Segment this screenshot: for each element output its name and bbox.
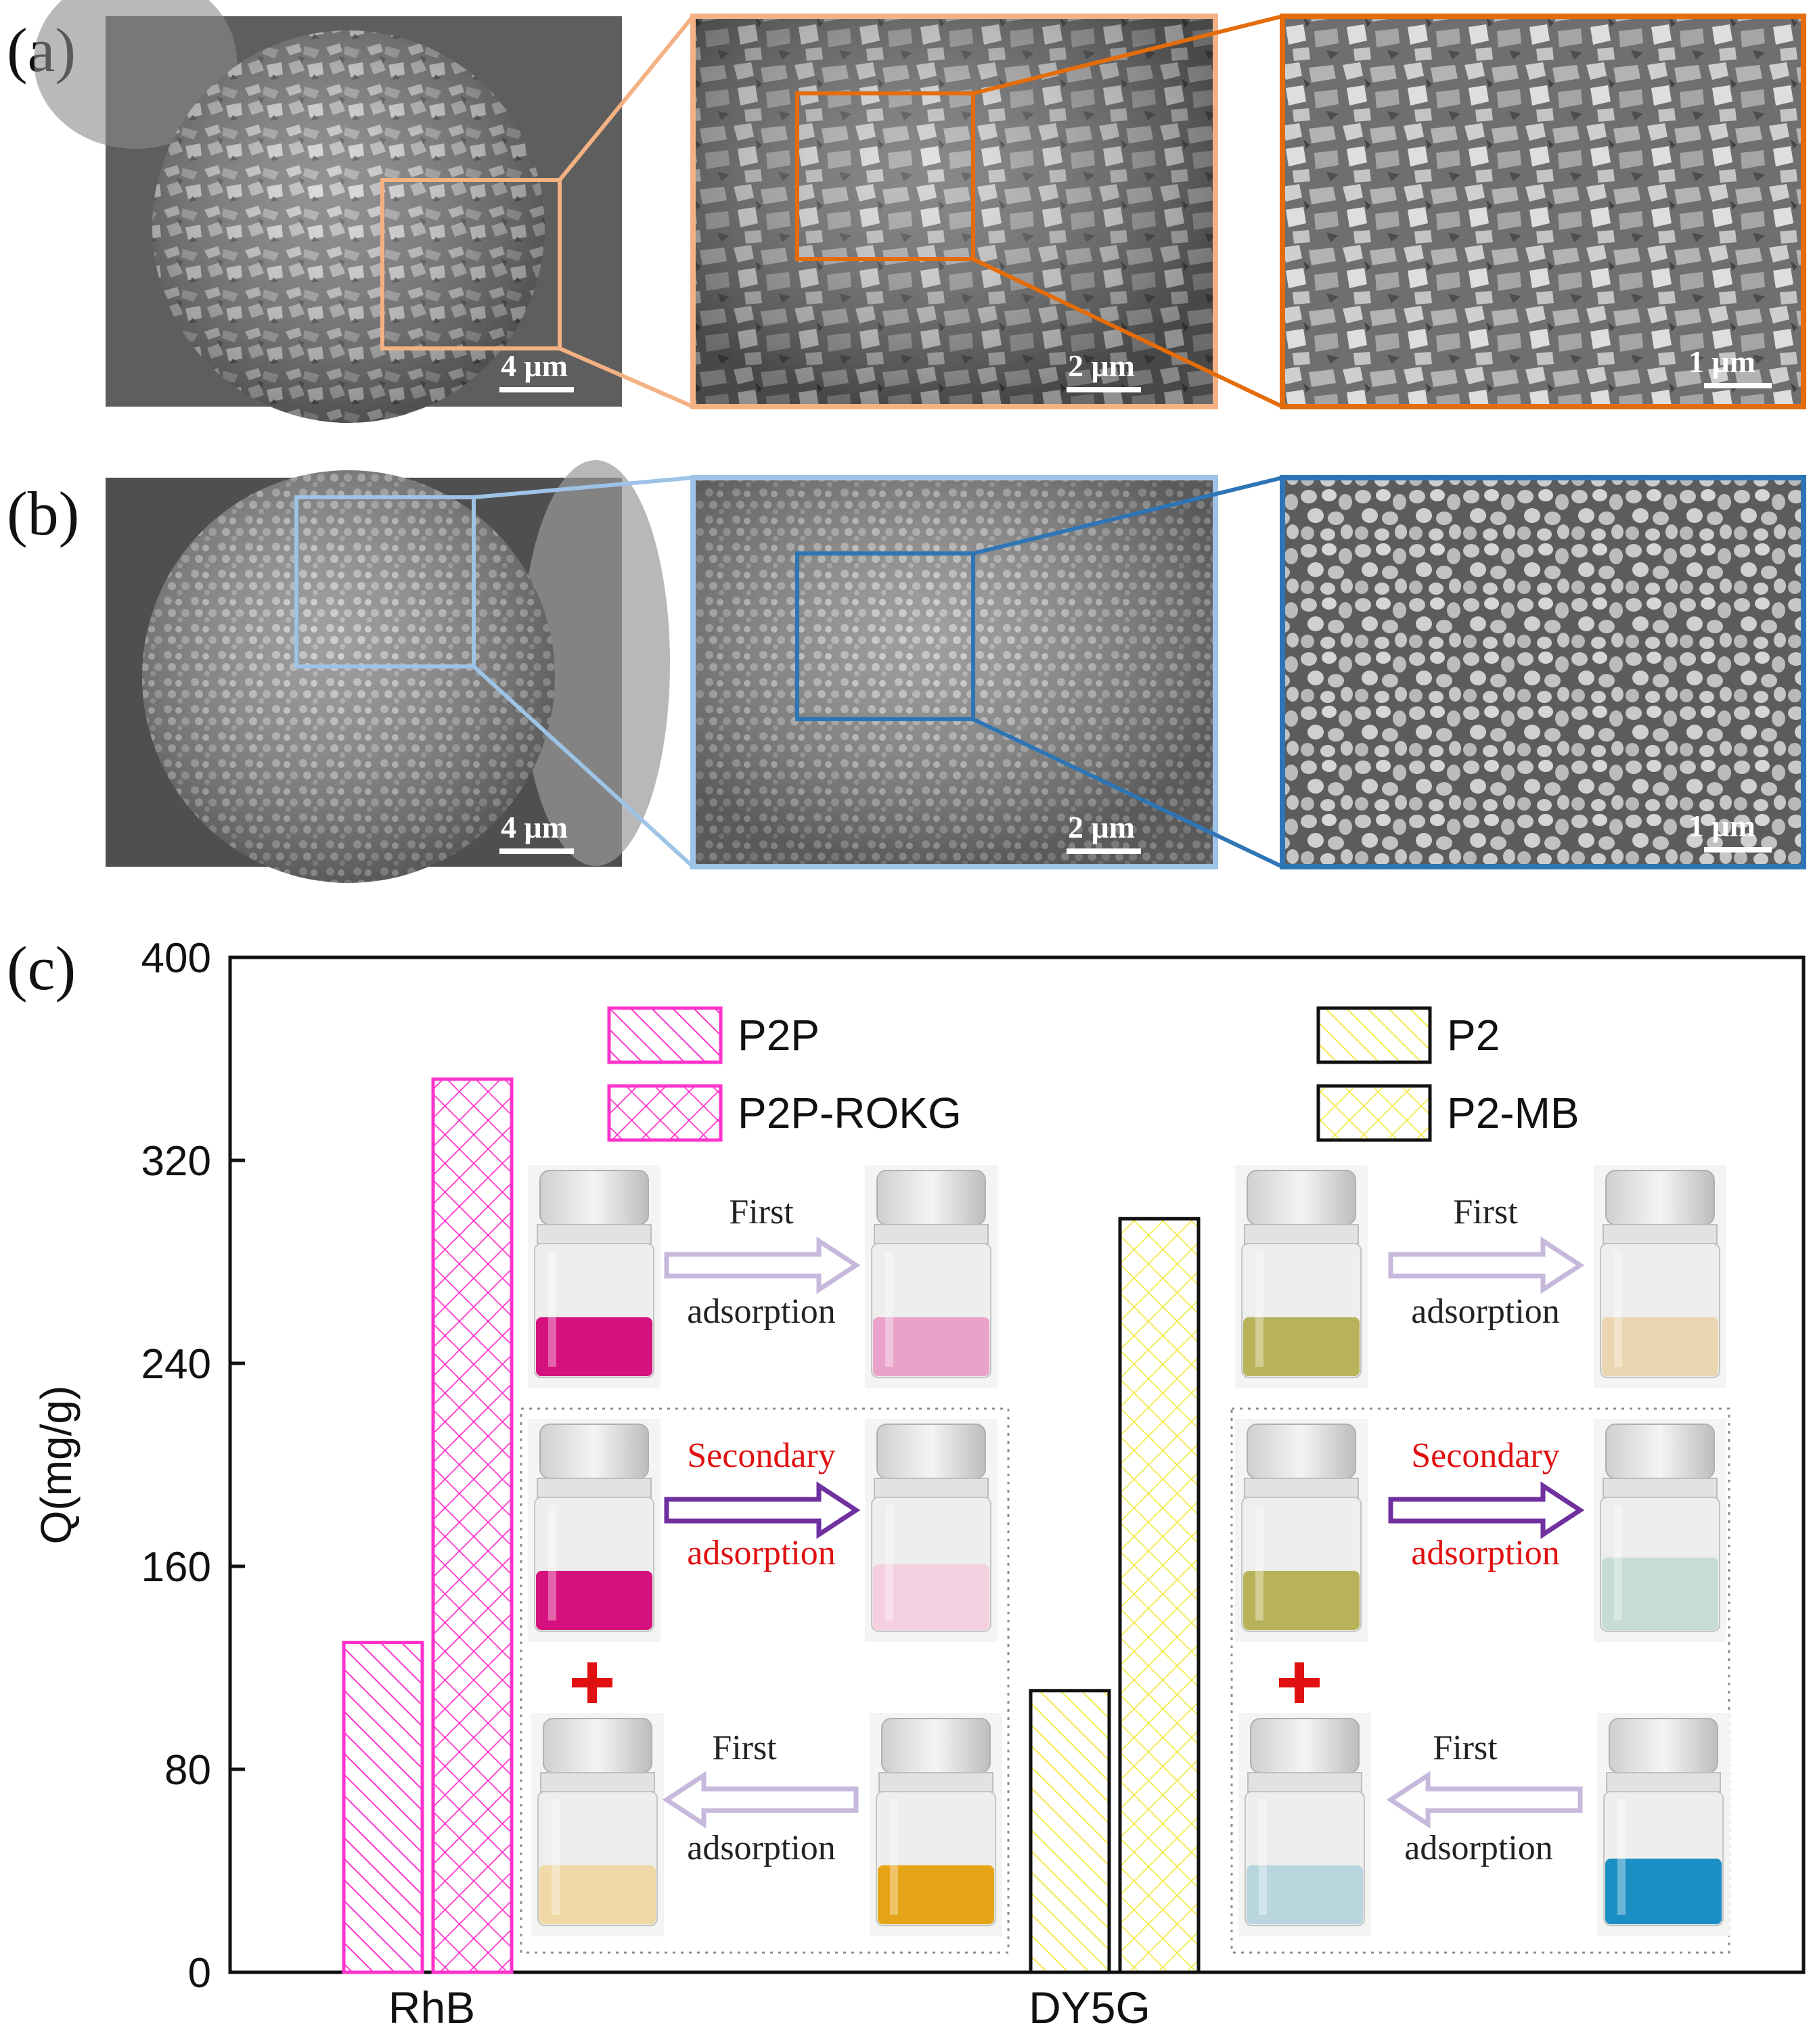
zoom-box-b2	[795, 551, 975, 721]
scale-bar-b1	[499, 848, 574, 854]
y-tick-label: 0	[188, 1950, 211, 1997]
step-label-adsorption: adsorption	[1411, 1292, 1560, 1331]
step-label-first: First	[1453, 1193, 1518, 1231]
x-category-label: DY5G	[1029, 1982, 1150, 2032]
vial-dy5g-before	[1235, 1165, 1368, 1388]
panel-b-image-2: 2 μm	[690, 475, 1218, 869]
bar-chart: 0 80 160 240 320 400 RhB DY5G Q(mg/g)	[32, 935, 1806, 2032]
panel-b-image-3: 1 μm	[1280, 475, 1806, 869]
step-label-adsorption: adsorption	[1411, 1534, 1560, 1572]
vial-rhb-after-first	[865, 1165, 998, 1388]
scale-label-a3: 1 μm	[1688, 344, 1755, 379]
photo-insets: First adsorption Secondary adsorption First a…	[520, 1165, 1730, 1954]
step-label-first: First	[712, 1729, 777, 1767]
panel-b-label: (b)	[7, 479, 79, 548]
vial-rhb-orange-before	[870, 1713, 1002, 1936]
vial-dy5g-after-first	[1594, 1165, 1726, 1388]
legend-swatch-p2p	[607, 1006, 723, 1064]
scale-bar-b2	[1067, 848, 1141, 854]
legend-label: P2	[1447, 1011, 1500, 1060]
arrow-rhb-first-top	[664, 1236, 861, 1294]
legend-swatch-p2-mb	[1316, 1084, 1432, 1142]
arrow-rhb-secondary	[664, 1481, 861, 1539]
arrow-rhb-first-bottom	[662, 1771, 859, 1829]
bar-p2p	[342, 1641, 424, 1974]
panel-a-connectors	[558, 14, 1284, 409]
step-label-adsorption: adsorption	[687, 1829, 836, 1867]
y-tick-label: 240	[141, 1341, 211, 1388]
vial-mb-before	[1597, 1713, 1730, 1936]
vial-dy5g-mixed-before	[1235, 1419, 1368, 1642]
dashed-box-rhb	[520, 1407, 1010, 1954]
y-tick-label: 400	[141, 935, 211, 982]
vial-rhb-before	[528, 1165, 661, 1388]
x-axis: RhB DY5G	[388, 1982, 1150, 2032]
panel-b-image-1: 4 μm	[106, 460, 670, 883]
scale-bar-a1	[499, 387, 574, 392]
y-axis-title: Q(mg/g)	[32, 1386, 81, 1545]
scale-label-b1: 4 μm	[501, 810, 568, 844]
step-label-adsorption: adsorption	[687, 1534, 836, 1572]
scale-bar-b3	[1704, 847, 1772, 853]
legend-swatch-p2	[1316, 1006, 1432, 1064]
scale-label-b3: 1 μm	[1688, 809, 1755, 843]
bar-p2	[1029, 1689, 1111, 1974]
arrow-dy5g-first-top	[1388, 1236, 1585, 1294]
zoom-box-a2	[795, 91, 975, 261]
vial-mb-after	[1238, 1713, 1371, 1936]
arrow-dy5g-secondary	[1388, 1481, 1585, 1539]
step-label-secondary: Secondary	[687, 1436, 835, 1475]
bar-p2p-rokg	[431, 1077, 514, 1974]
step-label-adsorption: adsorption	[1404, 1829, 1553, 1867]
scale-label-a2: 2 μm	[1068, 348, 1135, 383]
plus-icon	[572, 1662, 612, 1703]
step-label-first: First	[729, 1193, 794, 1231]
zoom-box-b1	[294, 495, 476, 668]
scale-bar-a3	[1704, 383, 1772, 388]
y-axis: 0 80 160 240 320 400	[141, 935, 245, 1997]
scale-label-b2: 2 μm	[1068, 810, 1135, 844]
panel-b-connectors	[472, 476, 1284, 869]
y-tick-label: 160	[141, 1544, 211, 1591]
x-category-label: RhB	[388, 1982, 475, 2032]
panel-a-image-2: 2 μm	[690, 14, 1218, 409]
plus-icon	[1279, 1662, 1320, 1703]
y-tick-label: 80	[164, 1747, 211, 1794]
scale-label-a1: 4 μm	[501, 348, 568, 383]
step-label-first: First	[1433, 1729, 1498, 1767]
vial-rhb-mixed-before	[528, 1419, 661, 1642]
step-label-secondary: Secondary	[1411, 1436, 1559, 1475]
vial-dy5g-after-second	[1594, 1419, 1726, 1642]
panel-a-image-1: 4 μm	[34, 0, 622, 423]
legend-swatch-p2p-rokg	[607, 1084, 723, 1142]
y-tick-label: 320	[141, 1138, 211, 1185]
scale-bar-a2	[1067, 387, 1141, 392]
legend-label: P2P	[738, 1011, 820, 1060]
dashed-box-dy5g	[1230, 1407, 1730, 1954]
legend: P2P P2P-ROKG P2 P2-MB	[607, 1006, 1580, 1142]
vial-rhb-orange-after	[531, 1713, 664, 1936]
step-label-adsorption: adsorption	[687, 1292, 836, 1331]
vial-rhb-after-second	[865, 1419, 998, 1642]
bar-p2-mb	[1118, 1217, 1201, 1974]
plot-area	[228, 955, 1806, 1974]
arrow-dy5g-first-bottom	[1386, 1771, 1583, 1829]
bars-group	[342, 1077, 1201, 1974]
zoom-box-a1	[380, 178, 562, 350]
legend-label: P2-MB	[1447, 1089, 1580, 1137]
legend-label: P2P-ROKG	[738, 1089, 962, 1137]
panel-c-label: (c)	[7, 934, 76, 1003]
panel-a-image-3: 1 μm	[1280, 14, 1806, 409]
